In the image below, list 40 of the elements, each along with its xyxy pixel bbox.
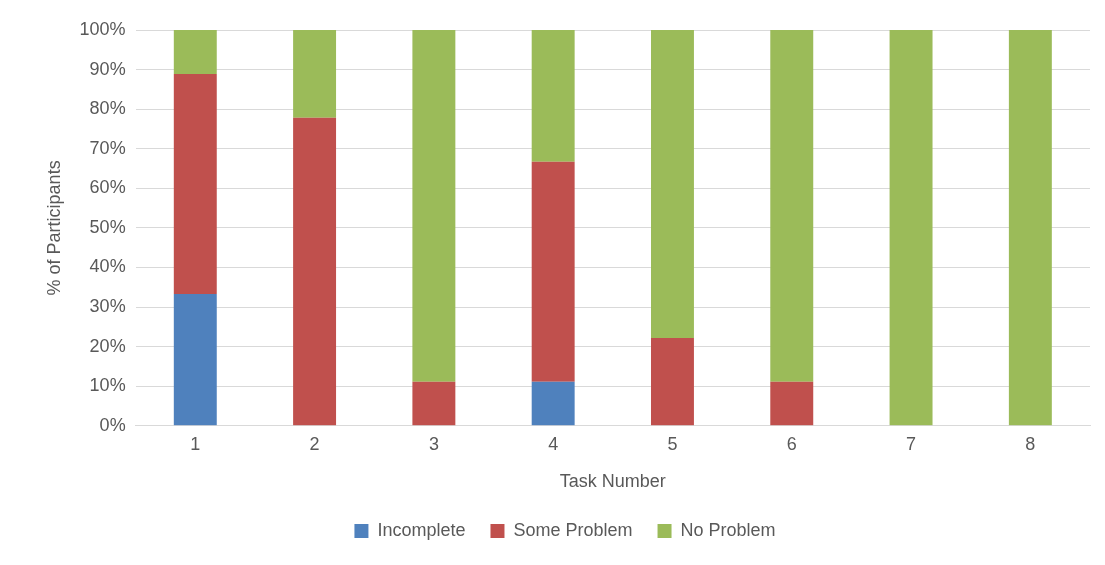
legend-label: Incomplete — [377, 519, 466, 540]
bar — [650, 30, 694, 338]
y-tick-label: 70% — [89, 137, 126, 158]
y-tick-label: 80% — [89, 98, 126, 119]
x-tick-label: 2 — [309, 433, 320, 454]
legend-label: No Problem — [680, 519, 776, 540]
bar — [173, 73, 217, 294]
legend-label: Some Problem — [513, 519, 633, 540]
y-tick-label: 50% — [89, 216, 126, 237]
y-tick-label: 30% — [89, 296, 126, 317]
y-tick-label: 20% — [89, 335, 126, 356]
y-tick-label: 10% — [89, 375, 126, 396]
y-tick-label: 40% — [89, 256, 126, 277]
bar — [173, 294, 217, 426]
y-axis-title: % of Participants — [43, 160, 64, 296]
bar — [1008, 30, 1052, 426]
x-tick-label: 8 — [1025, 433, 1036, 454]
x-tick-label: 1 — [190, 433, 201, 454]
x-tick-label: 3 — [428, 433, 439, 454]
bar — [531, 381, 575, 426]
bar — [293, 117, 337, 426]
bar — [889, 30, 933, 426]
bar — [293, 30, 337, 118]
bar — [650, 337, 694, 426]
bar — [412, 30, 456, 382]
bar — [531, 30, 575, 162]
bar — [770, 30, 814, 382]
y-tick-label: 60% — [89, 177, 126, 198]
y-tick-label: 100% — [79, 18, 126, 39]
bar — [770, 381, 814, 426]
x-axis-title: Task Number — [559, 471, 666, 492]
x-tick-label: 6 — [786, 433, 797, 454]
bar — [173, 30, 217, 74]
bar — [531, 161, 575, 382]
x-tick-label: 4 — [548, 433, 559, 454]
bar — [412, 381, 456, 426]
x-tick-label: 7 — [906, 433, 917, 454]
x-tick-label: 5 — [667, 433, 678, 454]
y-tick-label: 0% — [99, 414, 126, 435]
y-tick-label: 90% — [89, 58, 126, 79]
